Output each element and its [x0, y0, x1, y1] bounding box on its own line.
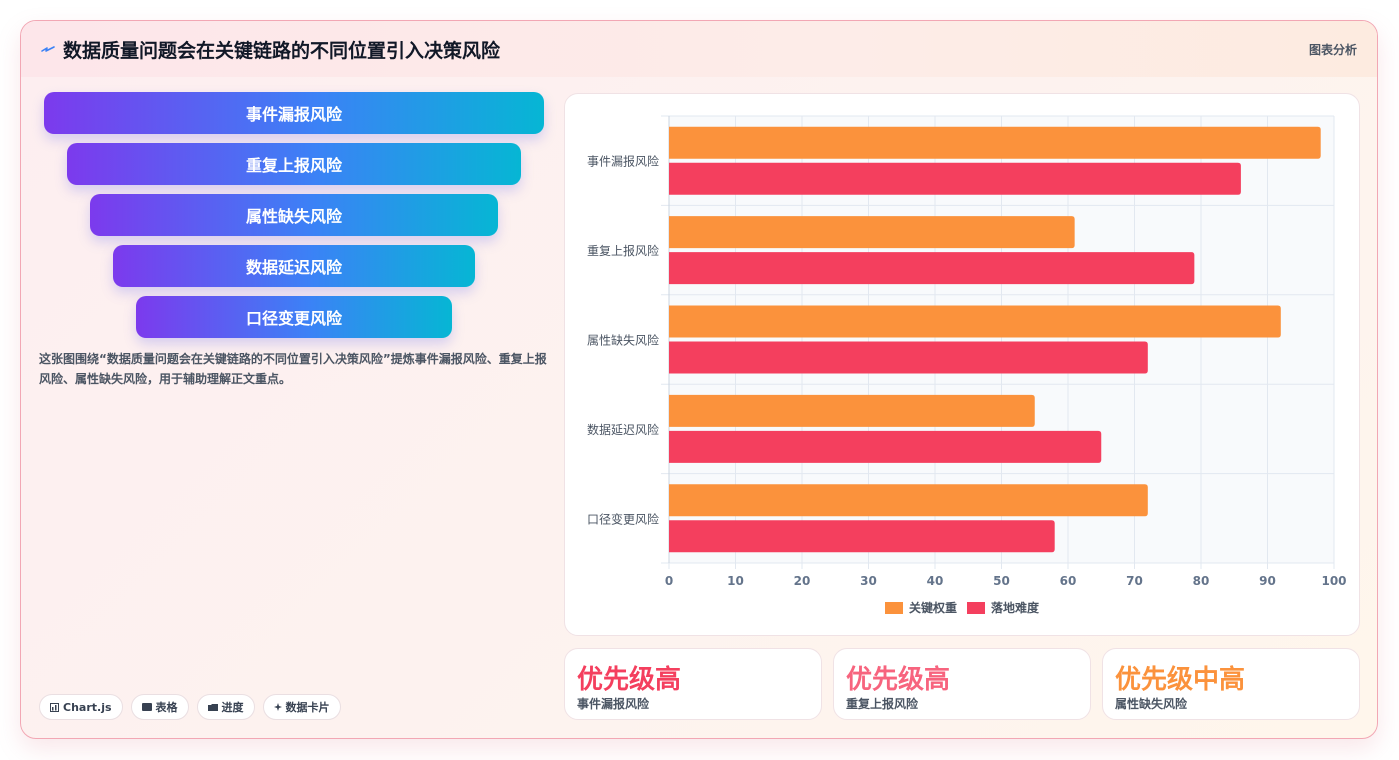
- chart-icon: [50, 702, 59, 712]
- bar-chart: 0 10 20 30 40 50 60 70 80 90 100 事件漏报风险重复上报风险属性缺失风险…: [587, 115, 1347, 615]
- report-card: 数据质量问题会在关键链路的不同位置引入决策风险 图表分析 事件漏报风险 重复上报…: [20, 20, 1378, 739]
- x-tick-label: 40: [927, 574, 944, 588]
- funnel-item-label: 口径变更风险: [245, 309, 342, 328]
- legend-label: 关键权重: [909, 600, 957, 615]
- progress-icon: [207, 704, 218, 711]
- funnel-item-label: 事件漏报风险: [245, 105, 342, 124]
- legend-swatch: [967, 602, 985, 614]
- bar: [669, 394, 1035, 427]
- kpi-label: 事件漏报风险: [577, 697, 650, 711]
- kpi-value: 优先级中高: [1115, 665, 1246, 695]
- funnel-item-label: 重复上报风险: [245, 156, 342, 175]
- kpi-card: 优先级中高 属性缺失风险: [1102, 648, 1360, 720]
- spark-icon: [41, 46, 55, 52]
- funnel-item: 重复上报风险: [67, 143, 521, 185]
- sparkle-icon: [273, 703, 282, 711]
- funnel-item: 事件漏报风险: [44, 92, 544, 134]
- page-title: 数据质量问题会在关键链路的不同位置引入决策风险: [63, 40, 501, 62]
- bar: [669, 520, 1055, 553]
- funnel-item-label: 属性缺失风险: [245, 207, 342, 226]
- chip-label: 进度: [221, 701, 244, 714]
- x-tick-label: 20: [794, 574, 811, 588]
- funnel-item-label: 数据延迟风险: [245, 258, 342, 277]
- bar: [669, 341, 1148, 374]
- kpi-value: 优先级高: [846, 665, 951, 695]
- legend-swatch: [885, 602, 903, 614]
- kpi-card: 优先级高 重复上报风险: [833, 648, 1091, 720]
- chip-chartjs[interactable]: Chart.js: [39, 694, 123, 720]
- chip-table[interactable]: 表格: [130, 694, 189, 720]
- chip-label: 表格: [155, 701, 178, 714]
- x-tick-label: 10: [727, 574, 744, 588]
- kpi-label: 属性缺失风险: [1115, 697, 1188, 711]
- bar: [669, 126, 1321, 159]
- x-tick-label: 0: [665, 574, 673, 588]
- kpi-card: 优先级高 事件漏报风险: [564, 648, 822, 720]
- bar: [669, 484, 1148, 517]
- chip-label: Chart.js: [63, 700, 112, 714]
- kpi-value: 优先级高: [577, 665, 682, 695]
- y-tick-label: 数据延迟风险: [587, 422, 659, 437]
- x-tick-label: 90: [1259, 574, 1276, 588]
- bar: [669, 216, 1075, 249]
- bar: [669, 305, 1281, 338]
- y-tick-label: 口径变更风险: [587, 511, 659, 526]
- funnel-item: 属性缺失风险: [90, 194, 498, 236]
- funnel-item: 数据延迟风险: [113, 245, 475, 287]
- x-tick-label: 30: [860, 574, 877, 588]
- card-header: 数据质量问题会在关键链路的不同位置引入决策风险 图表分析: [21, 21, 1377, 77]
- chip-progress[interactable]: 进度: [196, 694, 255, 720]
- bar: [669, 430, 1102, 463]
- chart-description: 这张图围绕“数据质量问题会在关键链路的不同位置引入决策风险”提炼事件漏报风险、重…: [39, 352, 547, 386]
- y-tick-label: 事件漏报风险: [587, 154, 659, 169]
- chip-data-card[interactable]: 数据卡片: [262, 694, 341, 720]
- chip-label: 数据卡片: [285, 701, 330, 714]
- chip-row: Chart.js 表格 进度 数据卡片: [39, 694, 341, 720]
- bar: [669, 162, 1241, 195]
- bar: [669, 252, 1195, 285]
- legend-label: 落地难度: [991, 600, 1040, 615]
- y-tick-label: 属性缺失风险: [587, 333, 659, 348]
- funnel-item: 口径变更风险: [136, 296, 452, 338]
- y-tick-label: 重复上报风险: [587, 243, 659, 258]
- kpi-label: 重复上报风险: [846, 697, 919, 711]
- bar-chart-panel: 0 10 20 30 40 50 60 70 80 90 100 事件漏报风险 重复上报风险 属性缺失风险…: [564, 93, 1360, 636]
- table-icon: [141, 703, 152, 711]
- x-tick-label: 60: [1060, 574, 1077, 588]
- chart-analysis-tag: 图表分析: [1308, 43, 1357, 57]
- x-tick-label: 70: [1126, 574, 1143, 588]
- x-tick-label: 100: [1321, 574, 1346, 588]
- x-tick-label: 50: [993, 574, 1010, 588]
- x-tick-label: 80: [1193, 574, 1210, 588]
